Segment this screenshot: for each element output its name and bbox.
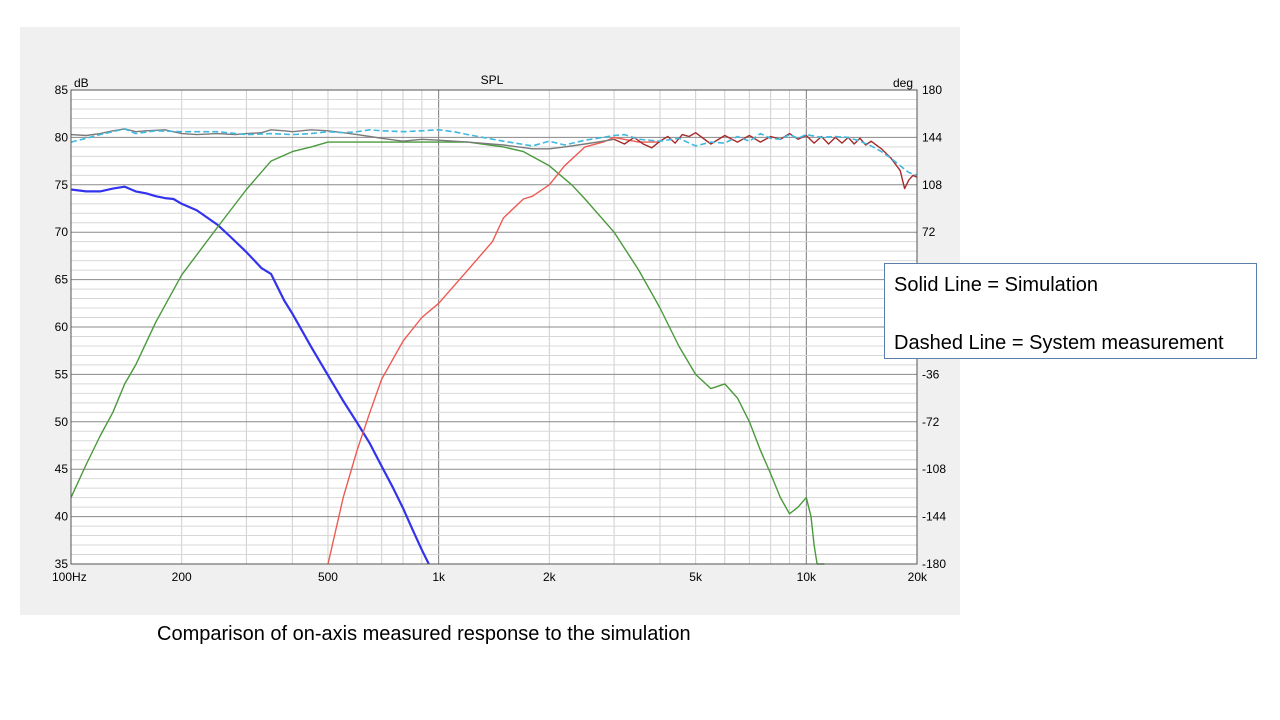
- y2-tick-label: 72: [922, 225, 936, 239]
- y-tick-label: 55: [55, 367, 69, 381]
- y-tick-label: 35: [55, 557, 69, 571]
- grid: [70, 89, 918, 565]
- x-tick-label: 2k: [543, 570, 557, 584]
- y-tick-label: 80: [55, 130, 69, 144]
- y-tick-label: 70: [55, 225, 69, 239]
- legend-dashed-line: Dashed Line = System measurement: [894, 332, 1224, 354]
- y2-tick-label: -144: [922, 510, 946, 524]
- x-tick-label: 10k: [797, 570, 817, 584]
- series-line-2: [70, 141, 825, 565]
- x-tick-label: 5k: [689, 570, 703, 584]
- x-tick-label: 100Hz: [52, 570, 87, 584]
- y-tick-label: 40: [55, 510, 69, 524]
- y2-tick-label: 108: [922, 178, 942, 192]
- series-line-3: [327, 136, 660, 565]
- y-axis-left-unit: dB: [74, 76, 89, 90]
- x-tick-label: 500: [318, 570, 338, 584]
- series-layer: [70, 128, 918, 565]
- series-line-6: [70, 128, 918, 177]
- ticks-layer: 35 40 45 50 55 60 65 70 75 80 85 -180 -144 -108 -72 -36…: [52, 83, 946, 584]
- x-tick-label: 20k: [908, 570, 928, 584]
- y-tick-label: 75: [55, 178, 69, 192]
- x-tick-label: 200: [172, 570, 192, 584]
- y-tick-label: 50: [55, 415, 69, 429]
- y2-tick-label: -180: [922, 557, 946, 571]
- chart-title: SPL: [481, 73, 504, 87]
- y-tick-label: 65: [55, 273, 69, 287]
- y2-tick-label: 180: [922, 83, 942, 97]
- series-line-1: [70, 185, 430, 565]
- x-tick-label: 1k: [432, 570, 446, 584]
- legend-solid-line: Solid Line = Simulation: [894, 274, 1099, 296]
- y-tick-label: 45: [55, 462, 69, 476]
- y2-tick-label: -36: [922, 367, 940, 381]
- figure-caption: Comparison of on-axis measured response …: [157, 623, 691, 645]
- y-tick-label: 85: [55, 83, 69, 97]
- y-tick-label: 60: [55, 320, 69, 334]
- legend-box: Solid Line = Simulation Dashed Line = Sy…: [884, 263, 1257, 359]
- y2-tick-label: -72: [922, 415, 940, 429]
- series-line-4: [70, 128, 615, 150]
- y2-tick-label: -108: [922, 462, 946, 476]
- y-axis-right-unit: deg: [893, 76, 913, 90]
- y2-tick-label: 144: [922, 130, 942, 144]
